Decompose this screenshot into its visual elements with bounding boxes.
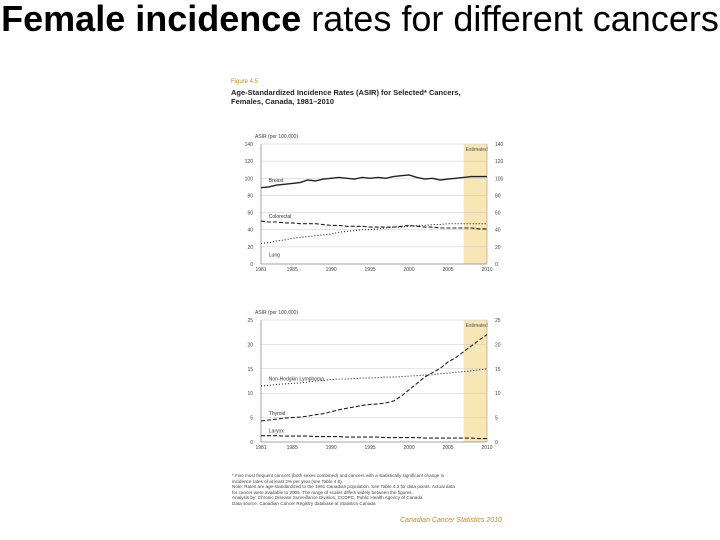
y-tick-label: 40 [247, 228, 253, 234]
y-tick-label-right: 0 [495, 440, 498, 446]
footnote-line: * Five most frequent cancers (both sexes… [232, 473, 445, 478]
y-tick-label-right: 25 [495, 318, 501, 324]
y-tick-label: 80 [247, 193, 253, 199]
x-tick-label: 2000 [404, 445, 415, 451]
series-label: Colorectal [269, 214, 292, 220]
slide-title-rest: rates for different cancers [301, 0, 719, 39]
projection-shade [463, 144, 487, 264]
y-tick-label-right: 0 [495, 262, 498, 268]
figure-heading-line1: Age-Standardized Incidence Rates (ASIR) … [231, 88, 461, 97]
x-tick-label: 2005 [442, 445, 453, 451]
figure-footnotes: * Five most frequent cancers (both sexes… [232, 473, 517, 507]
y-tick-label-right: 40 [495, 228, 501, 234]
series-label: Non-Hodgkin Lymphoma [269, 376, 324, 382]
projection-label: Estimated [466, 323, 488, 329]
y-tick-label-right: 15 [495, 367, 501, 373]
series-line-larynx [261, 435, 487, 440]
figure-heading: Age-Standardized Incidence Rates (ASIR) … [231, 88, 501, 106]
slide-title: Female incidence rates for different can… [0, 0, 720, 38]
x-tick-label: 1990 [326, 267, 337, 272]
x-tick-label: 2000 [404, 267, 415, 272]
x-tick-label: 1985 [287, 267, 298, 272]
chart-major-cancers: Estimated 0 0 20 20 40 40 60 60 80 80 100 100 120 120 1… [245, 134, 504, 272]
y-tick-label: 100 [245, 176, 254, 182]
y-axis-title: ASIR (per 100,000) [255, 310, 298, 316]
footnote-line: for cancer were available to 2006. The r… [232, 489, 413, 495]
y-tick-label-right: 80 [495, 193, 501, 199]
y-tick-label-right: 10 [495, 391, 501, 397]
x-tick-label: 1990 [326, 445, 337, 451]
y-tick-label-right: 60 [495, 211, 501, 217]
y-tick-label-right: 100 [495, 176, 504, 182]
chart-minor-cancers: Estimated 0 0 5 5 10 10 15 15 20 20 25 25 1981 1985 199… [247, 310, 501, 451]
series-label: Lung [269, 253, 280, 259]
x-tick-label: 1995 [365, 445, 376, 451]
y-tick-label: 15 [247, 367, 253, 373]
y-tick-label: 120 [245, 159, 254, 165]
y-tick-label: 0 [250, 262, 253, 268]
y-tick-label-right: 140 [495, 142, 504, 148]
x-tick-label: 2010 [481, 267, 492, 272]
x-tick-label: 2005 [442, 267, 453, 272]
y-axis-title: ASIR (per 100,000) [255, 134, 298, 140]
y-tick-label-right: 120 [495, 159, 504, 165]
footnote-line: Note: Rates are age-standardized to the … [232, 484, 455, 490]
y-tick-label: 5 [250, 416, 253, 422]
x-tick-label: 1985 [287, 445, 298, 451]
figure-heading-line2: Females, Canada, 1981–2010 [231, 97, 334, 106]
series-line-breast [260, 174, 487, 189]
projection-shade [463, 320, 487, 442]
projection-label: Estimated [466, 147, 488, 153]
series-label: Breast [269, 178, 284, 184]
figure-label: Figure 4.5 [231, 79, 259, 85]
series-label: Larynx [269, 429, 285, 435]
series-label: Thyroid [269, 411, 286, 417]
slide-title-bold: Female incidence [1, 0, 302, 39]
footnote-line: Analysis by: Chronic Disease Surveillanc… [232, 495, 423, 501]
x-tick-label: 1995 [365, 267, 376, 272]
x-tick-label: 1981 [255, 445, 266, 451]
figure-credit: Canadian Cancer Statistics 2010 [400, 517, 502, 524]
y-tick-label: 20 [247, 245, 253, 251]
y-tick-label-right: 5 [495, 416, 498, 422]
footnote-line: incidence rates of at least 2% per year … [232, 478, 343, 484]
y-tick-label: 25 [247, 318, 253, 324]
y-tick-label-right: 20 [495, 245, 501, 251]
x-tick-label: 1981 [255, 267, 266, 272]
y-tick-label-right: 20 [495, 342, 501, 348]
x-tick-label: 2010 [481, 445, 492, 451]
y-tick-label: 60 [247, 211, 253, 217]
series-line-lung [260, 223, 487, 244]
y-tick-label: 140 [245, 142, 254, 148]
series-line-thyroid [260, 334, 488, 422]
y-tick-label: 10 [247, 391, 253, 397]
y-tick-label: 20 [247, 342, 253, 348]
footnote-line: Data source: Canadian Cancer Registry da… [232, 500, 376, 506]
y-tick-label: 0 [250, 440, 253, 446]
series-line-colorectal [260, 220, 487, 230]
